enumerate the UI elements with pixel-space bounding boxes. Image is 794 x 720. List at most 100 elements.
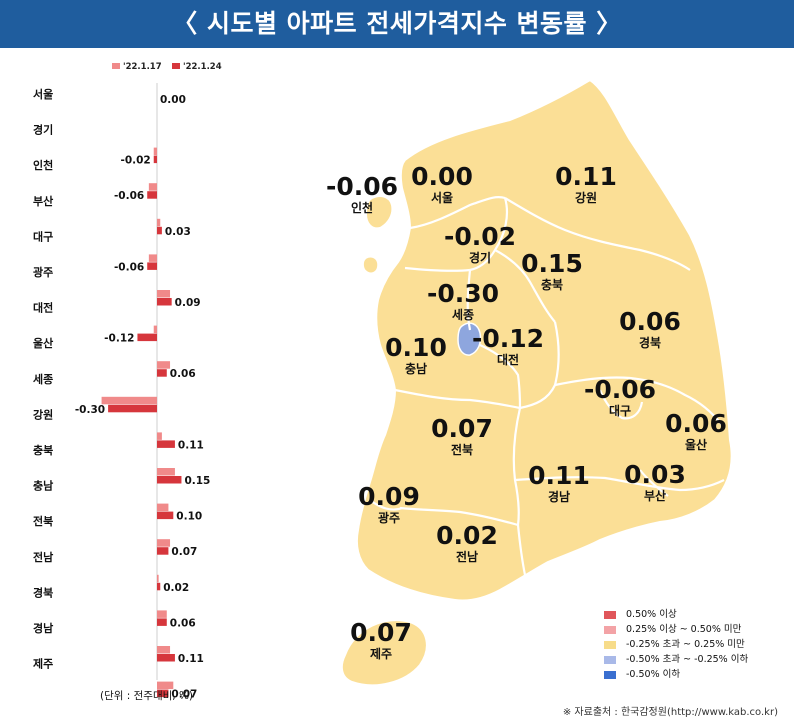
legend-swatch: [604, 671, 616, 679]
data-label: -0.30: [75, 404, 105, 416]
bar: [157, 681, 174, 690]
region-name: 울산: [685, 437, 707, 452]
category-label: 강원: [33, 407, 53, 421]
bar: [157, 476, 182, 484]
legend-swatch: [604, 641, 616, 649]
region-name: 대구: [609, 404, 631, 418]
legend-item: 0.25% 이상 ~ 0.50% 미만: [600, 623, 790, 637]
legend-swatch: [604, 626, 616, 634]
category-label: 경남: [33, 621, 53, 635]
bar: [157, 511, 174, 520]
region-value: 0.02: [436, 521, 498, 550]
bar: [137, 333, 157, 342]
bar: [157, 654, 175, 662]
data-label: 0.15: [184, 475, 210, 487]
region-value: 0.11: [528, 461, 590, 490]
region-value: 0.06: [665, 409, 727, 438]
bar-chart-panel: '22.1.17 '22.1.24 서울 0.00 경기 -0.02 인천 -0.06 부산 0.…: [0, 48, 300, 720]
bar: [147, 191, 157, 199]
data-label: -0.06: [114, 190, 144, 202]
data-label: 0.11: [178, 439, 204, 451]
bar: [157, 618, 167, 626]
region-name: 부산: [644, 488, 666, 503]
region-name: 충남: [405, 361, 427, 376]
legend-swatch: [604, 656, 616, 664]
page-title: 〈 시도별 아파트 전세가격지수 변동률 〉: [172, 9, 622, 38]
sejong-shape: [457, 322, 482, 356]
category-label: 전북: [33, 514, 53, 528]
data-label: 0.02: [163, 582, 189, 594]
bar: [157, 361, 171, 369]
bar: [157, 689, 169, 698]
region-value: -0.12: [472, 324, 544, 353]
legend-label: -0.50% 이하: [626, 669, 681, 680]
region-value: -0.30: [427, 279, 499, 308]
category-label: 서울: [33, 87, 53, 101]
map-regions: [340, 78, 733, 687]
region-name: 인천: [351, 200, 373, 215]
bar: [153, 147, 157, 156]
legend-item: -0.25% 초과 ~ 0.25% 미만: [600, 638, 790, 652]
unit-note: (단위 : 전주대비, %): [100, 690, 194, 702]
region-name: 경남: [548, 489, 570, 504]
bar: [157, 539, 171, 547]
bar: [157, 226, 162, 235]
region-value: -0.06: [326, 172, 398, 201]
data-label: 0.06: [170, 368, 196, 380]
region-value: 0.03: [624, 460, 686, 489]
bar: [101, 396, 157, 405]
bar: [157, 298, 172, 306]
category-label: 충북: [33, 443, 53, 457]
data-label: 0.07: [171, 689, 197, 701]
bar: [153, 325, 157, 334]
legend-swatch: [604, 611, 616, 619]
data-label: 0.07: [171, 546, 197, 558]
region-value: 0.07: [350, 618, 412, 647]
region-name: 제주: [370, 647, 392, 661]
map-legend: 0.50% 이상 0.25% 이상 ~ 0.50% 미만 -0.25% 초과 ~ 0…: [600, 608, 790, 683]
bar: [157, 547, 169, 555]
region-value: 0.07: [431, 414, 493, 443]
category-label: 부산: [33, 194, 53, 208]
mainland-shape: [355, 78, 733, 602]
category-label: 경북: [33, 585, 53, 599]
region-name: 서울: [431, 190, 453, 205]
legend-label: '22.1.24: [183, 62, 222, 72]
bar: [157, 290, 171, 298]
region-value: 0.10: [385, 333, 447, 362]
data-label: 0.00: [160, 94, 186, 106]
bar-chart: '22.1.17 '22.1.24 서울 0.00 경기 -0.02 인천 -0.06 부산 0.…: [33, 62, 222, 701]
small-island-west: [362, 256, 379, 274]
legend-label: -0.50% 초과 ~ -0.25% 이하: [626, 654, 749, 665]
bar: [147, 262, 157, 270]
incheon-islands: [364, 195, 394, 230]
category-label: 인천: [33, 158, 53, 172]
legend-label: -0.25% 초과 ~ 0.25% 미만: [626, 639, 745, 650]
bar: [157, 574, 159, 583]
bar: [153, 155, 157, 164]
region-value: 0.09: [358, 482, 420, 511]
region-name: 전북: [451, 442, 473, 457]
data-label: 0.09: [175, 297, 201, 309]
category-label: 세종: [33, 372, 53, 386]
region-value: 0.00: [411, 162, 473, 191]
bar: [157, 440, 175, 448]
bar: [157, 432, 162, 440]
region-value: 0.11: [555, 162, 617, 191]
bar: [148, 254, 157, 262]
category-label: 대전: [33, 301, 53, 315]
legend-label: 0.50% 이상: [626, 609, 677, 620]
bar: [157, 503, 169, 512]
bar: [157, 582, 161, 591]
region-value: 0.15: [521, 249, 583, 278]
data-label: -0.02: [120, 155, 150, 167]
legend-item: -0.50% 초과 ~ -0.25% 이하: [600, 653, 790, 667]
header-bar: 〈 시도별 아파트 전세가격지수 변동률 〉: [0, 0, 794, 48]
region-name: 충북: [541, 277, 563, 292]
region-name: 대전: [497, 352, 519, 367]
category-label: 대구: [33, 229, 53, 243]
data-label: -0.06: [114, 261, 144, 273]
data-label: 0.10: [176, 511, 202, 523]
